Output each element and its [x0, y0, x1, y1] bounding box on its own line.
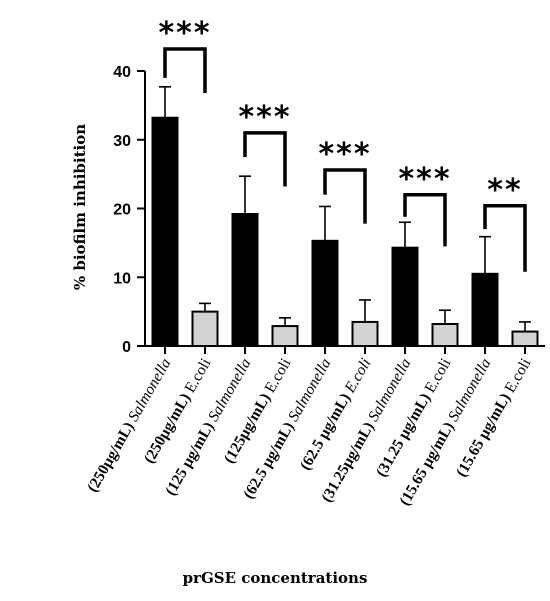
- bar: [151, 116, 179, 347]
- significance-group: ************ **: [158, 16, 527, 272]
- significance-stars: ***: [398, 162, 451, 197]
- significance-stars: ***: [318, 137, 371, 172]
- bar: [511, 330, 539, 347]
- category-label-concentration: (250µg/mL): [84, 419, 138, 495]
- y-tick-label: 0: [122, 339, 131, 356]
- significance-stars: ***: [238, 100, 291, 135]
- bar: [271, 325, 299, 347]
- category-label-organism: E.coli: [180, 355, 215, 399]
- category-label: (15.65 µg/mL) E.coli: [453, 355, 535, 480]
- y-axis: 0 10 20 30 40: [113, 64, 146, 356]
- category-label-organism: E.coli: [260, 355, 295, 399]
- significance-bracket: [483, 204, 527, 272]
- significance-stars: **: [487, 173, 522, 208]
- y-tick-label: 10: [113, 270, 131, 287]
- bar: [351, 320, 379, 347]
- significance-bracket: [403, 193, 447, 247]
- category-label-organism: E.coli: [420, 355, 455, 399]
- category-label-organism: E.coli: [500, 355, 535, 399]
- category-label-organism: E.coli: [340, 356, 375, 400]
- category-label: (31.25 µg/mL) E.coli: [373, 355, 455, 480]
- bar: [471, 272, 499, 347]
- significance-bracket: [243, 131, 287, 187]
- bar: [231, 213, 259, 347]
- category-labels: (250µg/mL) Salmonella(250µg/mL) E.coli(1…: [84, 355, 535, 509]
- significance-stars: ***: [158, 16, 211, 51]
- y-axis-title: % biofilm inhibition: [71, 124, 89, 290]
- y-tick-label: 40: [113, 64, 131, 81]
- significance-bracket: [163, 47, 207, 93]
- bars-group: [151, 86, 539, 347]
- category-label: (62.5 µg/mL) E.coli: [297, 356, 375, 474]
- y-tick-label: 20: [113, 202, 131, 219]
- y-tick-label: 30: [113, 133, 131, 150]
- bar: [391, 246, 419, 347]
- significance-bracket: [323, 168, 367, 224]
- bar: [431, 323, 459, 347]
- bar: [191, 310, 219, 347]
- bar: [311, 239, 339, 347]
- x-axis: [145, 345, 545, 354]
- x-axis-title: prGSE concentrations: [183, 569, 368, 587]
